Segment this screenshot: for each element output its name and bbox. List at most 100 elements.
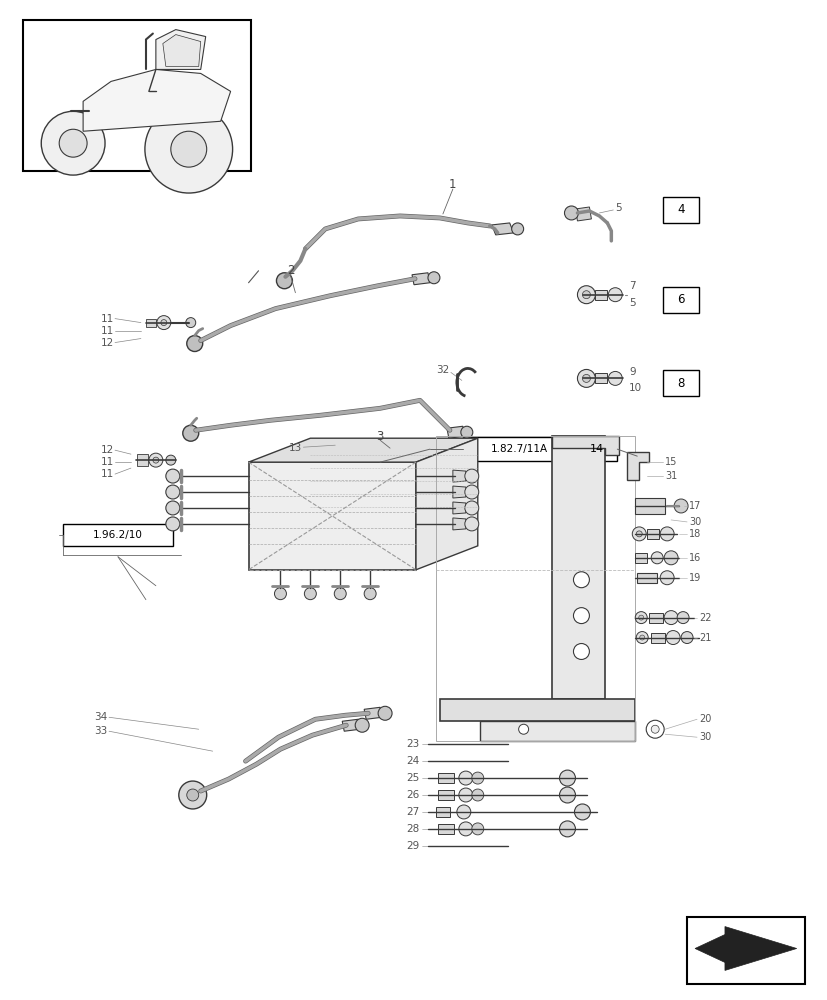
Polygon shape (248, 438, 477, 462)
Circle shape (183, 425, 198, 441)
Circle shape (276, 273, 292, 289)
Circle shape (59, 129, 87, 157)
Polygon shape (551, 436, 619, 455)
Circle shape (153, 457, 159, 463)
Polygon shape (647, 529, 658, 539)
Circle shape (378, 706, 392, 720)
Bar (662, 287, 698, 313)
Circle shape (632, 527, 645, 541)
Circle shape (559, 787, 575, 803)
Circle shape (635, 531, 642, 537)
Circle shape (581, 374, 590, 382)
Bar (63, 524, 173, 546)
Circle shape (185, 318, 195, 328)
Polygon shape (435, 807, 449, 817)
Polygon shape (650, 633, 664, 643)
Circle shape (471, 789, 483, 801)
Circle shape (650, 552, 662, 564)
Polygon shape (452, 470, 466, 482)
Bar (662, 197, 698, 223)
Polygon shape (479, 721, 634, 741)
Bar (248, 462, 415, 570)
Text: 26: 26 (406, 790, 419, 800)
Circle shape (458, 788, 472, 802)
Circle shape (676, 612, 688, 624)
Bar (686, 917, 804, 984)
Circle shape (464, 501, 478, 515)
Polygon shape (447, 426, 464, 438)
Circle shape (458, 822, 472, 836)
Text: 16: 16 (688, 553, 700, 563)
Polygon shape (637, 573, 657, 583)
Text: 7: 7 (629, 281, 635, 291)
Polygon shape (412, 273, 429, 285)
Text: 13: 13 (289, 443, 302, 453)
Circle shape (464, 517, 478, 531)
Circle shape (471, 772, 483, 784)
Circle shape (574, 804, 590, 820)
Polygon shape (437, 773, 453, 783)
Polygon shape (155, 30, 205, 69)
Text: 5: 5 (614, 203, 621, 213)
Circle shape (559, 770, 575, 786)
Circle shape (559, 821, 575, 837)
Text: 6: 6 (676, 293, 684, 306)
Circle shape (564, 206, 578, 220)
Text: 1.96.2/10: 1.96.2/10 (93, 530, 143, 540)
Circle shape (471, 823, 483, 835)
Circle shape (573, 608, 589, 624)
Circle shape (461, 426, 472, 438)
Bar (576, 437, 617, 461)
Circle shape (149, 453, 163, 467)
Text: 11: 11 (101, 314, 114, 324)
Polygon shape (364, 707, 381, 719)
Text: 34: 34 (93, 712, 107, 722)
Polygon shape (452, 486, 466, 498)
Text: 21: 21 (698, 633, 710, 643)
Circle shape (573, 572, 589, 588)
Polygon shape (146, 319, 155, 327)
Text: 9: 9 (629, 367, 635, 377)
Text: 1: 1 (448, 178, 456, 191)
Circle shape (464, 469, 478, 483)
Text: 12: 12 (101, 338, 114, 348)
Circle shape (187, 336, 203, 351)
Circle shape (160, 320, 166, 326)
Circle shape (165, 455, 175, 465)
Circle shape (464, 485, 478, 499)
Circle shape (663, 611, 677, 625)
Bar (23, 20, 251, 171)
Circle shape (645, 720, 663, 738)
Circle shape (458, 771, 472, 785)
Polygon shape (595, 290, 607, 300)
Text: 11: 11 (101, 457, 114, 467)
Text: 22: 22 (698, 613, 710, 623)
Bar (462, 437, 576, 461)
Circle shape (518, 724, 528, 734)
Circle shape (659, 527, 673, 541)
Polygon shape (163, 35, 200, 66)
Polygon shape (551, 436, 605, 699)
Circle shape (165, 501, 179, 515)
Text: 30: 30 (688, 517, 700, 527)
Text: 27: 27 (406, 807, 419, 817)
Circle shape (304, 588, 316, 600)
Polygon shape (415, 438, 477, 570)
Polygon shape (491, 223, 513, 235)
Circle shape (608, 288, 622, 302)
Circle shape (576, 369, 595, 387)
Circle shape (145, 105, 232, 193)
Bar (662, 370, 698, 396)
Circle shape (681, 632, 692, 644)
Polygon shape (634, 553, 647, 563)
Polygon shape (452, 518, 466, 530)
Circle shape (666, 631, 679, 645)
Circle shape (156, 316, 170, 330)
Polygon shape (136, 454, 148, 466)
Circle shape (457, 805, 471, 819)
Polygon shape (575, 207, 590, 221)
Text: 2: 2 (286, 264, 294, 277)
Circle shape (165, 517, 179, 531)
Circle shape (428, 272, 439, 284)
Bar (435, 436, 634, 741)
